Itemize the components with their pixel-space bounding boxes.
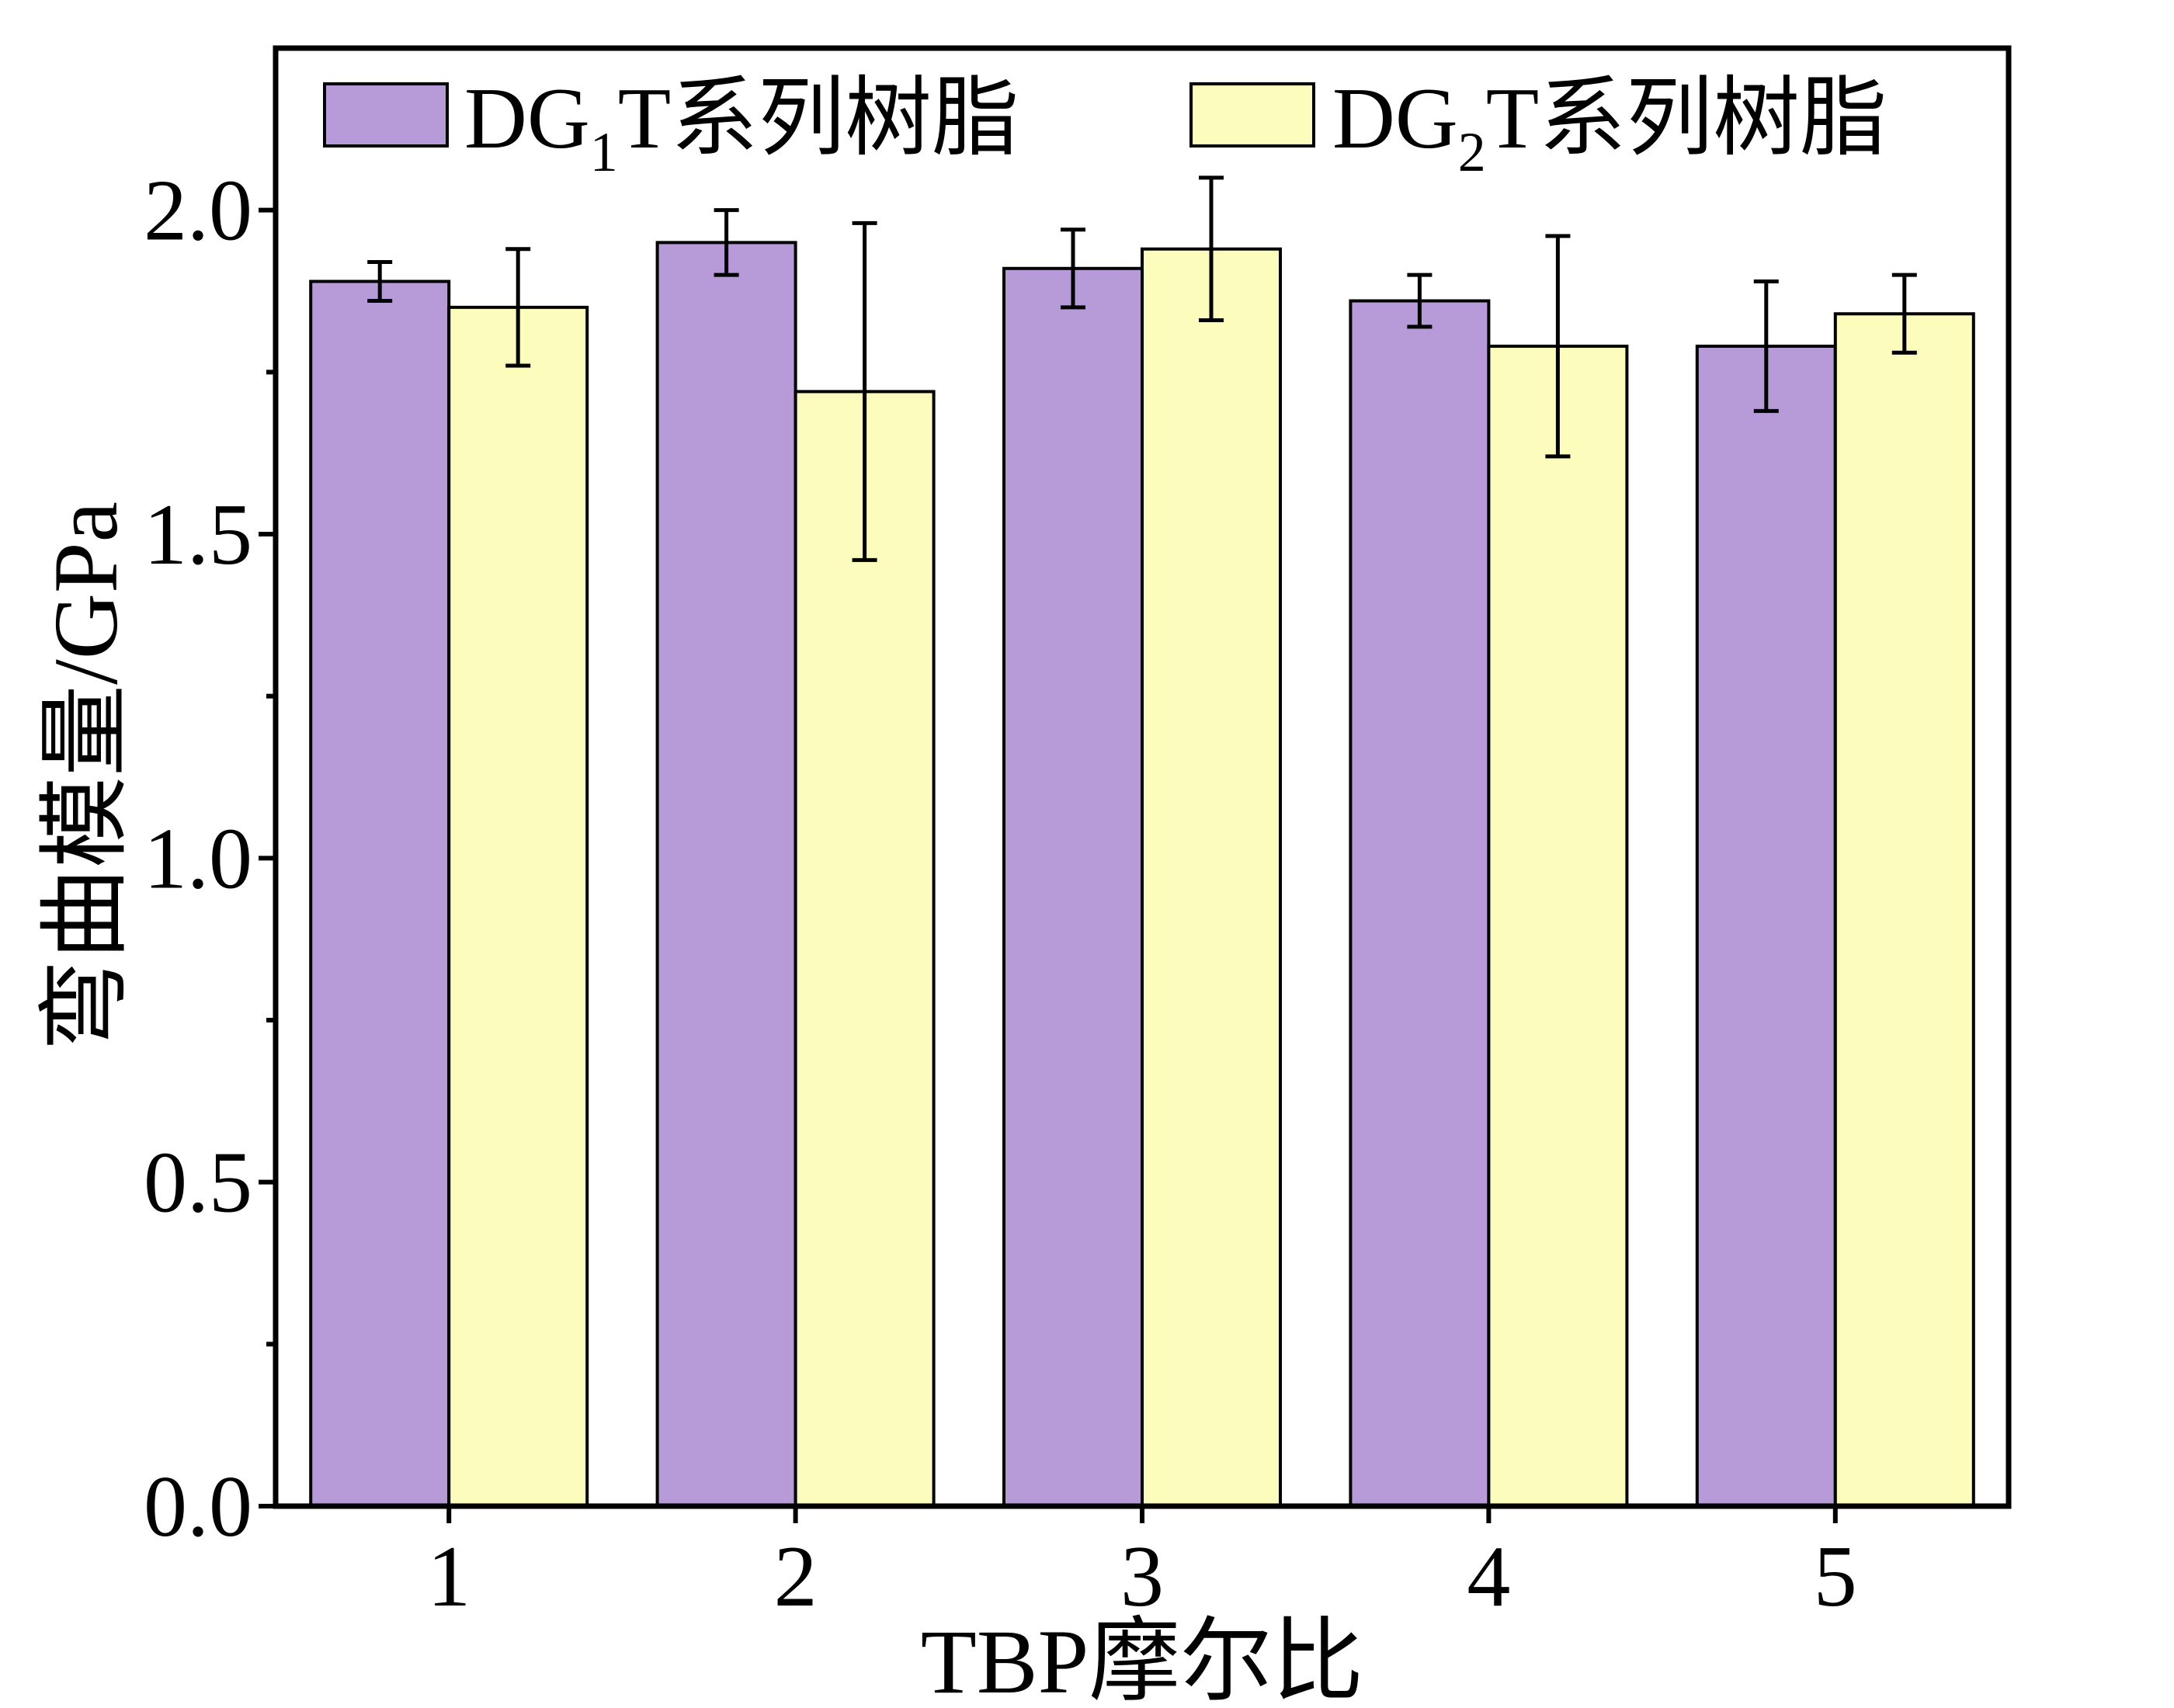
legend: DG1T系列树脂 DG2T系列树脂 [323, 71, 1887, 183]
x-tick-label-3: 3 [1120, 1529, 1164, 1625]
legend-label-series-2-rest: T系列树脂 [1486, 71, 1887, 167]
error-bar-series-1-cat-2 [714, 208, 739, 277]
bar-series-2-cat-1 [447, 305, 589, 1508]
y-tick-label-4: 2.0 [144, 163, 252, 259]
bar-series-1-cat-1 [309, 279, 451, 1508]
y-tick-label-1: 0.5 [144, 1135, 252, 1231]
legend-swatch-series-2 [1189, 82, 1315, 148]
bar-series-2-cat-4 [1487, 344, 1629, 1508]
ticks-layer: 1 2 3 4 5 0.0 0.5 1.0 1.5 2.0 [144, 163, 1857, 1625]
legend-label-series-1: DG1T系列树脂 [464, 71, 1019, 183]
legend-label-series-2-sub: 2 [1458, 121, 1486, 183]
y-tick-label-0: 0.0 [144, 1459, 252, 1555]
legend-label-series-1-sub: 1 [590, 121, 618, 183]
bar-series-2-cat-3 [1141, 247, 1282, 1508]
legend-label-series-1-main: DG [464, 71, 590, 167]
plot-frame [273, 45, 2012, 1509]
x-tick-label-4: 4 [1467, 1529, 1510, 1625]
error-bar-series-2-cat-3 [1199, 175, 1224, 323]
x-tick-label-5: 5 [1814, 1529, 1857, 1625]
x-tick-label-2: 2 [774, 1529, 818, 1625]
error-bar-series-2-cat-4 [1545, 234, 1571, 459]
x-tick-label-1: 1 [427, 1529, 471, 1625]
y-tick-label-2: 1.0 [144, 811, 252, 907]
legend-swatch-series-1 [323, 82, 449, 148]
bar-series-1-cat-3 [1002, 266, 1144, 1508]
bar-series-1-cat-5 [1695, 344, 1837, 1508]
y-tick-label-3: 1.5 [144, 487, 252, 583]
error-bar-series-2-cat-2 [852, 220, 877, 562]
bar-series-1-cat-4 [1349, 299, 1491, 1508]
legend-label-series-1-rest: T系列树脂 [618, 71, 1019, 167]
bar-series-1-cat-2 [655, 241, 797, 1508]
bar-series-2-cat-2 [794, 390, 936, 1508]
bars-layer [309, 241, 1975, 1508]
y-axis-title: 弯曲模量/GPa [35, 502, 137, 1051]
error-bar-series-1-cat-5 [1753, 279, 1779, 413]
error-bar-series-2-cat-1 [505, 247, 531, 368]
bar-series-2-cat-5 [1833, 312, 1975, 1508]
legend-label-series-2: DG2T系列树脂 [1332, 71, 1887, 183]
legend-label-series-2-main: DG [1332, 71, 1458, 167]
error-bar-series-1-cat-3 [1061, 227, 1085, 310]
error-bar-series-2-cat-5 [1891, 273, 1917, 355]
error-bars-layer [367, 175, 1917, 562]
error-bar-series-1-cat-4 [1407, 273, 1433, 329]
error-bar-series-1-cat-1 [367, 259, 393, 304]
x-axis-title: TBP摩尔比 [921, 1611, 1363, 1708]
